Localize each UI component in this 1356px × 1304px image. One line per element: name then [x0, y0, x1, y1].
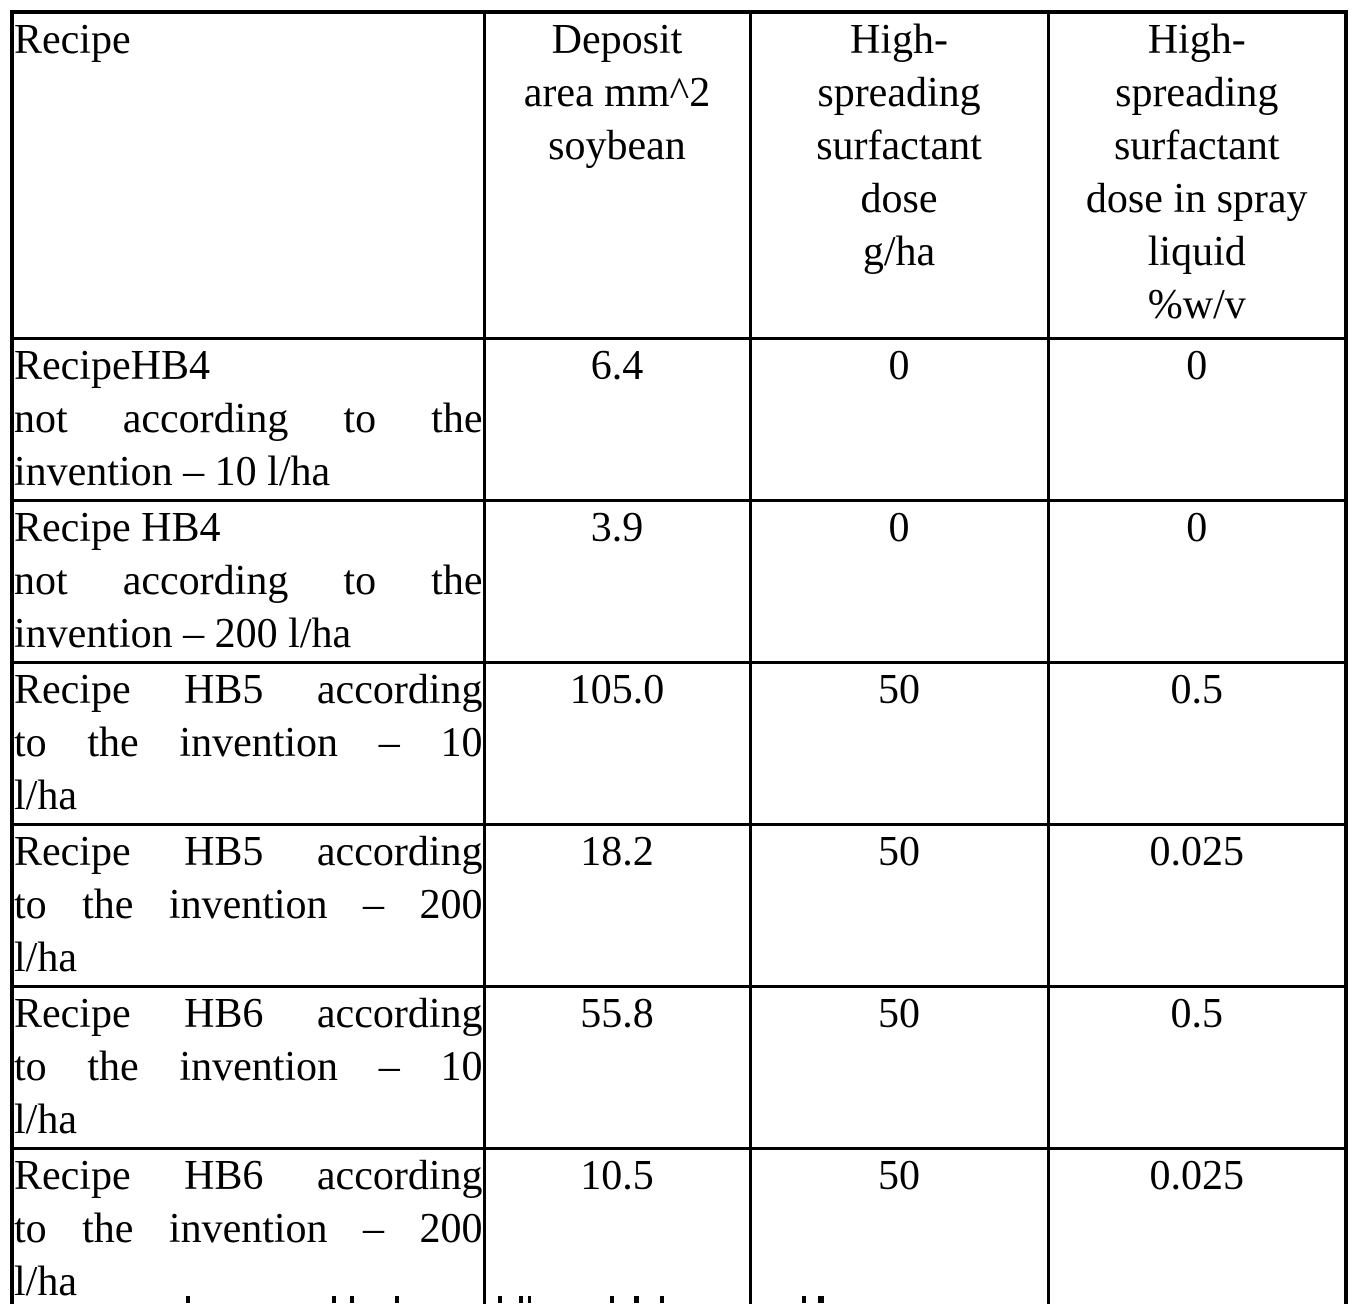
surfactant-dose-value: 0: [748, 336, 1050, 502]
recipe-cell: Recipe HB6 according to the invention – …: [10, 1146, 486, 1304]
header-row: Recipe Deposit area mm^2 soybean High- s…: [10, 10, 1348, 340]
surfactant-dose-spray-value: 0.025: [1046, 1146, 1348, 1304]
recipe-cell: Recipe HB5 according to the invention – …: [10, 822, 486, 988]
table-row: Recipe HB5 according to the invention – …: [10, 822, 1348, 988]
surfactant-dose-value: 50: [748, 984, 1050, 1150]
recipe-cell: Recipe HB4 not according to the inventio…: [10, 498, 486, 664]
surfactant-dose-spray-value: 0.5: [1046, 984, 1348, 1150]
surfactant-dose-value: 50: [748, 822, 1050, 988]
cut-off-text-line: [0, 1296, 1356, 1304]
table-row: Recipe HB6 according to the invention – …: [10, 984, 1348, 1150]
recipe-cell: RecipeHB4 not according to the invention…: [10, 336, 486, 502]
header-surfactant-dose: High- spreading surfactant dose g/ha: [748, 10, 1050, 340]
table-row: RecipeHB4 not according to the invention…: [10, 336, 1348, 502]
surfactant-dose-value: 50: [748, 1146, 1050, 1304]
surfactant-dose-spray-value: 0: [1046, 498, 1348, 664]
surfactant-dose-value: 50: [748, 660, 1050, 826]
header-deposit-area: Deposit area mm^2 soybean: [482, 10, 752, 340]
surfactant-dose-spray-value: 0: [1046, 336, 1348, 502]
recipe-cell: Recipe HB5 according to the invention – …: [10, 660, 486, 826]
deposit-area-value: 10.5: [482, 1146, 752, 1304]
deposit-area-value: 105.0: [482, 660, 752, 826]
surfactant-results-table: Recipe Deposit area mm^2 soybean High- s…: [10, 10, 1348, 1304]
deposit-area-value: 55.8: [482, 984, 752, 1150]
deposit-area-value: 3.9: [482, 498, 752, 664]
header-surfactant-dose-spray: High- spreading surfactant dose in spray…: [1046, 10, 1348, 340]
header-recipe: Recipe: [10, 10, 486, 340]
table-row: Recipe HB4 not according to the inventio…: [10, 498, 1348, 664]
deposit-area-value: 18.2: [482, 822, 752, 988]
table-row: Recipe HB5 according to the invention – …: [10, 660, 1348, 826]
recipe-cell: Recipe HB6 according to the invention – …: [10, 984, 486, 1150]
header-recipe-label: Recipe: [14, 17, 131, 63]
surfactant-dose-spray-value: 0.5: [1046, 660, 1348, 826]
surfactant-dose-spray-value: 0.025: [1046, 822, 1348, 988]
deposit-area-value: 6.4: [482, 336, 752, 502]
surfactant-dose-value: 0: [748, 498, 1050, 664]
table-row: Recipe HB6 according to the invention – …: [10, 1146, 1348, 1304]
